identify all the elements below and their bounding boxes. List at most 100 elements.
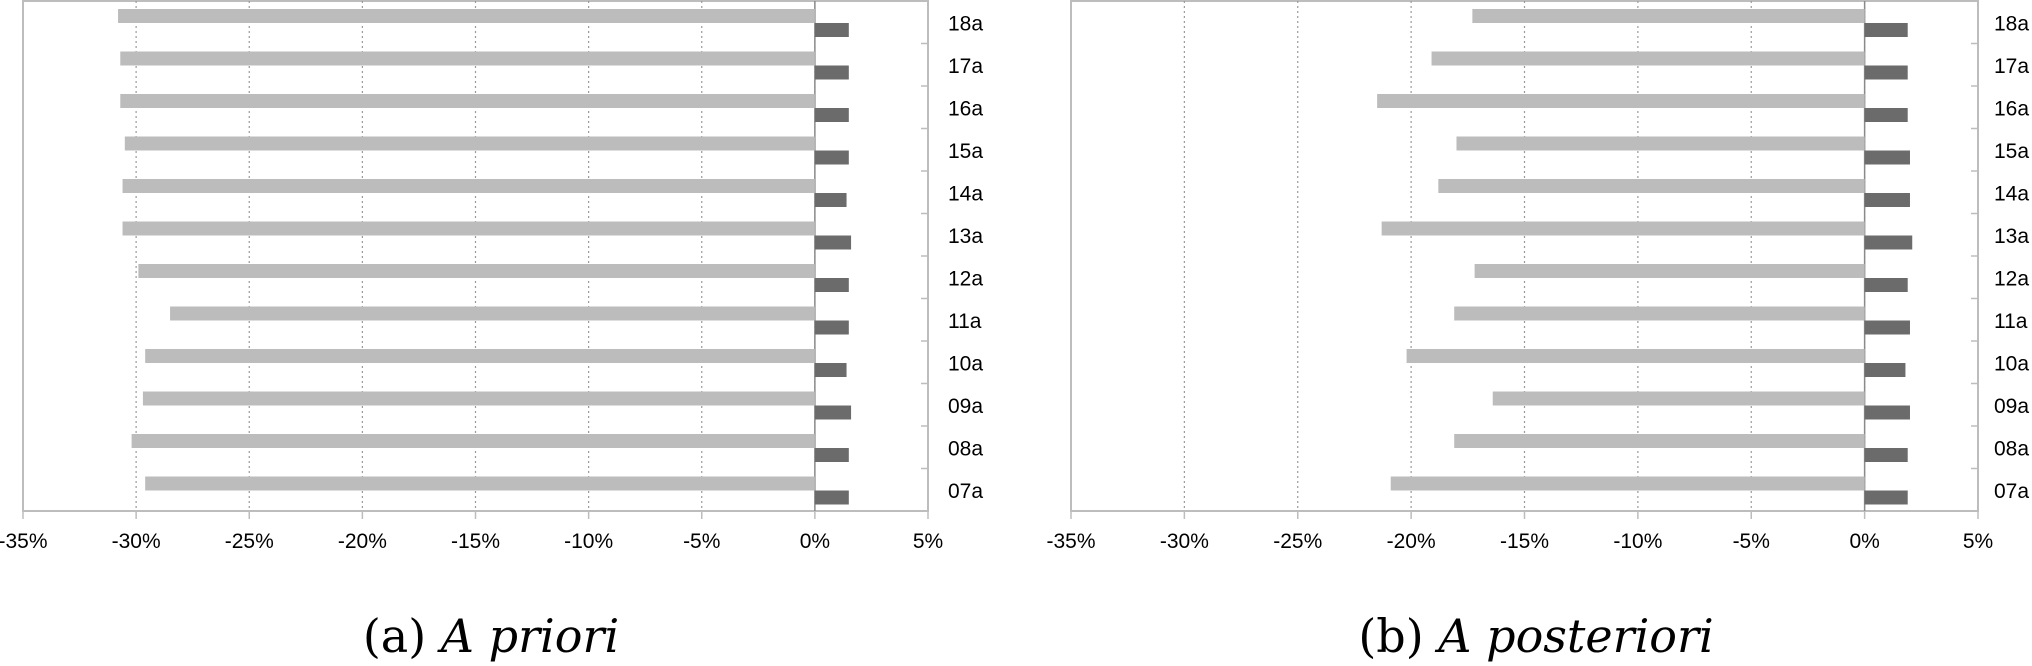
caption-label: (a) xyxy=(363,609,426,663)
x-tick-label: -30% xyxy=(1160,530,1209,553)
bar-series-1 xyxy=(814,23,849,37)
x-tick-label: -5% xyxy=(683,530,720,553)
bar-series-0 xyxy=(118,9,815,23)
x-tick-label: -10% xyxy=(1613,530,1662,553)
caption-title: A posteriori xyxy=(1434,609,1713,663)
bar-series-0 xyxy=(145,349,815,363)
bar-series-0 xyxy=(1456,136,1865,151)
bar-series-0 xyxy=(142,391,815,406)
bar-series-0 xyxy=(1390,476,1865,491)
bar-series-0 xyxy=(122,221,815,236)
x-tick-label: 5% xyxy=(1963,530,1993,553)
category-label: 11a xyxy=(948,310,982,333)
bar-series-1 xyxy=(814,448,849,462)
bar-series-0 xyxy=(1472,9,1865,23)
bar-series-1 xyxy=(814,65,849,80)
x-tick-label: -25% xyxy=(1273,530,1322,553)
x-tick-label: 5% xyxy=(913,530,943,553)
category-label: 08a xyxy=(948,437,983,460)
x-tick-label: -10% xyxy=(564,530,613,553)
category-label: 15a xyxy=(948,140,983,163)
bar-series-0 xyxy=(145,476,815,491)
bar-series-0 xyxy=(1492,391,1865,406)
bar-series-0 xyxy=(1474,264,1865,278)
x-tick-label: 0% xyxy=(800,530,830,553)
bar-series-1 xyxy=(1864,23,1908,37)
x-tick-label: -30% xyxy=(112,530,161,553)
bar-series-0 xyxy=(138,264,815,278)
bar-series-0 xyxy=(120,94,815,108)
x-tick-label: -15% xyxy=(451,530,500,553)
x-tick-label: -5% xyxy=(1733,530,1770,553)
bar-series-0 xyxy=(122,179,815,193)
bar-series-0 xyxy=(1377,94,1865,108)
bar-series-1 xyxy=(1864,363,1906,377)
category-label: 15a xyxy=(1994,140,2029,163)
bar-series-0 xyxy=(131,434,815,448)
category-label: 08a xyxy=(1994,437,2029,460)
bar-series-0 xyxy=(170,306,815,321)
category-label: 07a xyxy=(1994,480,2029,503)
x-tick-label: -35% xyxy=(0,530,48,553)
bar-series-0 xyxy=(1431,51,1865,66)
bar-series-0 xyxy=(1381,221,1865,236)
category-label: 10a xyxy=(1994,352,2029,375)
bar-series-1 xyxy=(814,320,849,335)
bar-series-1 xyxy=(814,363,847,377)
bar-series-1 xyxy=(814,278,849,292)
bar-series-1 xyxy=(814,150,849,165)
bar-series-1 xyxy=(1864,320,1910,335)
bar-series-0 xyxy=(124,136,815,151)
bar-series-0 xyxy=(1406,349,1865,363)
bar-series-0 xyxy=(120,51,815,66)
bar-series-1 xyxy=(1864,193,1910,207)
category-label: 13a xyxy=(1994,225,2029,248)
x-tick-label: -20% xyxy=(1387,530,1436,553)
category-label: 17a xyxy=(1994,55,2029,78)
bar-series-1 xyxy=(814,405,852,420)
caption-space xyxy=(1424,609,1439,663)
chart-panel-a: -35% -30% -25% -20% -15% -10% -5% 0% 5% 07a 08a 09a… xyxy=(0,0,983,663)
bar-series-1 xyxy=(1864,490,1908,505)
category-label: 14a xyxy=(1994,182,2029,205)
bar-series-1 xyxy=(814,193,847,207)
category-label: 14a xyxy=(948,182,983,205)
category-label: 12a xyxy=(1994,267,2029,290)
bar-series-1 xyxy=(814,490,849,505)
category-label: 17a xyxy=(948,55,983,78)
bar-series-1 xyxy=(1864,448,1908,462)
bar-series-1 xyxy=(1864,405,1910,420)
x-tick-label: -25% xyxy=(225,530,274,553)
category-label: 09a xyxy=(1994,395,2029,418)
bar-series-0 xyxy=(1454,306,1865,321)
bar-series-1 xyxy=(1864,65,1908,80)
x-tick-label: -15% xyxy=(1500,530,1549,553)
category-label: 10a xyxy=(948,352,983,375)
bar-series-1 xyxy=(1864,235,1913,250)
bar-series-1 xyxy=(814,108,849,122)
caption-title: A priori xyxy=(437,609,619,663)
bar-series-1 xyxy=(1864,278,1908,292)
category-label: 18a xyxy=(1994,12,2029,35)
caption-label: (b) xyxy=(1358,609,1423,663)
bar-series-1 xyxy=(1864,108,1908,122)
bar-series-0 xyxy=(1438,179,1865,193)
x-tick-label: 0% xyxy=(1849,530,1879,553)
category-label: 11a xyxy=(1994,310,2028,333)
caption-space xyxy=(426,609,441,663)
category-label: 12a xyxy=(948,267,983,290)
chart-panel-b: -35% -30% -25% -20% -15% -10% -5% 0% 5% 07a 08a 09a… xyxy=(1046,0,2029,663)
category-label: 16a xyxy=(948,97,983,120)
chart-caption: (b) A posteriori xyxy=(1358,609,1713,663)
chart-caption: (a) A priori xyxy=(363,609,619,663)
bar-series-1 xyxy=(1864,150,1910,165)
category-label: 16a xyxy=(1994,97,2029,120)
category-label: 09a xyxy=(948,395,983,418)
x-tick-label: -20% xyxy=(338,530,387,553)
bar-series-1 xyxy=(814,235,852,250)
category-label: 18a xyxy=(948,12,983,35)
bar-series-0 xyxy=(1454,434,1865,448)
x-tick-label: -35% xyxy=(1046,530,1095,553)
category-label: 13a xyxy=(948,225,983,248)
